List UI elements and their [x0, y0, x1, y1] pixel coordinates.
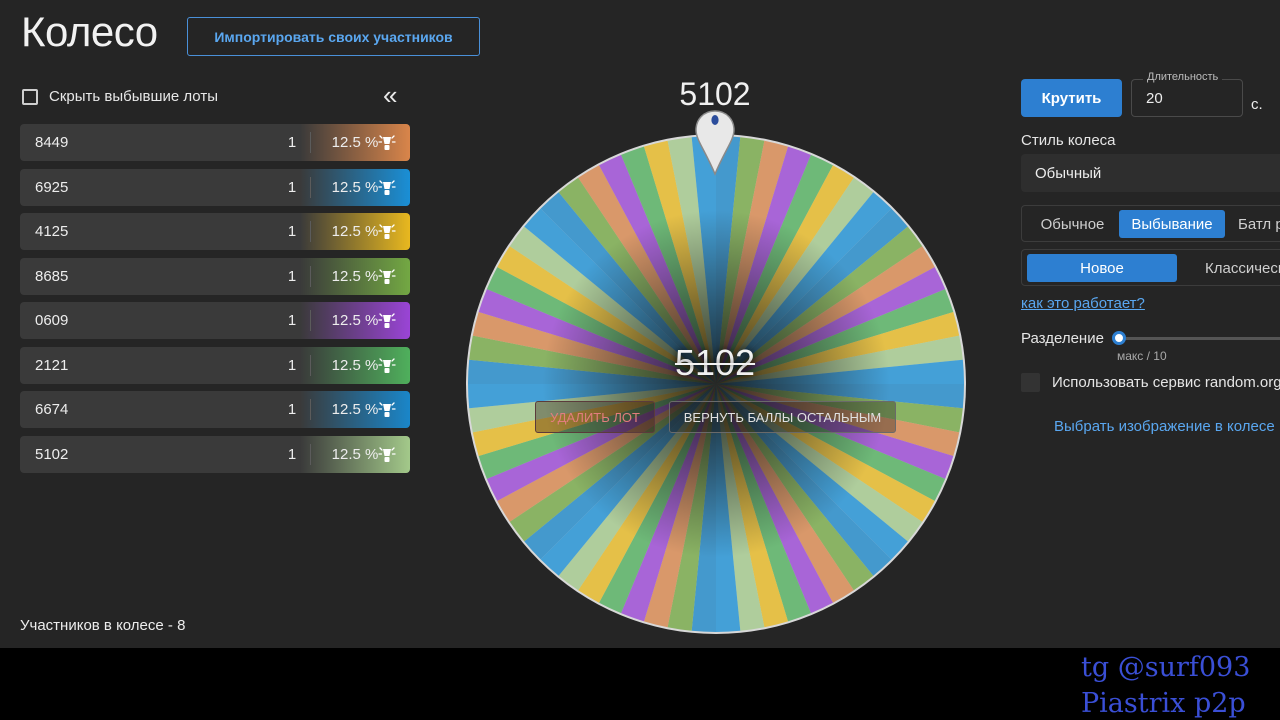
lot-color-strip [300, 213, 410, 250]
lot-color-strip [300, 124, 410, 161]
mode-battle[interactable]: Батл р [1238, 215, 1280, 233]
lightbulb-icon[interactable] [378, 446, 396, 464]
wheel[interactable] [462, 130, 970, 638]
elimination-classic[interactable]: Классическ [1205, 259, 1280, 277]
lot-count[interactable]: 1 [287, 445, 297, 463]
lot-name[interactable]: 5102 [35, 445, 69, 463]
lot-row[interactable]: 4125 1 12.5 % [20, 213, 410, 250]
lot-name[interactable]: 4125 [35, 223, 69, 240]
hide-eliminated-label: Скрыть выбывшие лоты [49, 88, 218, 105]
how-it-works-link[interactable]: как это работает? [1021, 295, 1145, 312]
wheel-app: Колесо Импортировать своих участников Ск… [0, 0, 1280, 648]
lot-percent: 12.5 % [331, 134, 379, 151]
lot-percent: 12.5 % [331, 267, 379, 285]
lot-count[interactable]: 1 [287, 356, 297, 374]
elimination-type-group: Новое Классическ [1021, 249, 1280, 286]
random-org-checkbox[interactable] [1021, 373, 1040, 392]
watermark-line-1: tg @surf093 [1081, 652, 1251, 683]
lot-divider [310, 443, 311, 465]
duration-value[interactable]: 20 [1146, 90, 1163, 107]
lot-count[interactable]: 1 [287, 134, 297, 151]
lot-color-strip [300, 435, 410, 473]
lot-percent: 12.5 % [331, 178, 379, 196]
wheel-center-shadow [468, 136, 964, 632]
wheel-style-select[interactable]: Обычный [1021, 154, 1280, 192]
split-hint: макс / 10 [1117, 349, 1167, 363]
watermark: tg @surf093 Piastrix p2p [1081, 650, 1250, 720]
lot-count[interactable]: 1 [287, 267, 297, 285]
lot-percent: 12.5 % [331, 312, 379, 329]
lot-divider [310, 132, 311, 153]
lot-divider [310, 399, 311, 420]
lightbulb-icon[interactable] [378, 268, 396, 286]
lot-row[interactable]: 0609 1 12.5 % [20, 302, 410, 339]
duration-unit: с. [1251, 96, 1263, 113]
lot-color-strip [300, 302, 410, 339]
lot-divider [310, 310, 311, 331]
lot-color-strip [300, 168, 410, 206]
lot-name[interactable]: 6674 [35, 401, 69, 418]
lot-divider [310, 265, 311, 287]
lot-row[interactable]: 6925 1 12.5 % [20, 168, 410, 206]
lot-color-strip [300, 346, 410, 384]
lot-row[interactable]: 5102 1 12.5 % [20, 435, 410, 473]
mode-toggle-group: Обычное Выбывание Батл р [1021, 205, 1280, 242]
wheel-pointer-icon [695, 110, 735, 176]
lot-name[interactable]: 2121 [35, 356, 69, 374]
elimination-new[interactable]: Новое [1027, 254, 1177, 282]
lot-row[interactable]: 8685 1 12.5 % [20, 257, 410, 295]
return-points-button[interactable]: ВЕРНУТЬ БАЛЛЫ ОСТАЛЬНЫМ [669, 401, 896, 433]
random-org-label: Использовать сервис random.org [1052, 374, 1280, 391]
lot-percent: 12.5 % [331, 445, 379, 463]
random-org-toggle[interactable]: Использовать сервис random.org [1021, 373, 1280, 392]
lightbulb-icon[interactable] [378, 134, 396, 152]
lot-row[interactable]: 2121 1 12.5 % [20, 346, 410, 384]
lot-list: 8449 1 12.5 % 6925 1 12.5 % 4125 1 12.5 % 8685 1 12… [20, 124, 410, 480]
lot-row[interactable]: 6674 1 12.5 % [20, 391, 410, 428]
wheel-graphic [466, 134, 966, 634]
hide-eliminated-checkbox[interactable] [22, 88, 38, 105]
mode-normal[interactable]: Обычное [1040, 215, 1105, 233]
lot-name[interactable]: 6925 [35, 178, 69, 196]
delete-lot-button[interactable]: УДАЛИТЬ ЛОТ [535, 401, 655, 433]
choose-image-link[interactable]: Выбрать изображение в колесе [1054, 418, 1275, 435]
lot-name[interactable]: 0609 [35, 312, 69, 329]
import-participants-button[interactable]: Импортировать своих участников [187, 17, 480, 56]
double-chevron-left-icon[interactable]: « [383, 80, 398, 110]
wheel-style-label: Стиль колеса [1021, 132, 1116, 149]
split-label: Разделение [1021, 330, 1104, 347]
lightbulb-icon[interactable] [378, 179, 396, 197]
lightbulb-icon[interactable] [378, 312, 396, 330]
lot-row[interactable]: 8449 1 12.5 % [20, 124, 410, 161]
split-slider-thumb[interactable] [1112, 331, 1126, 345]
spin-button[interactable]: Крутить [1021, 79, 1122, 117]
lot-percent: 12.5 % [331, 356, 379, 374]
lot-divider [310, 354, 311, 376]
split-slider-track[interactable] [1119, 337, 1280, 340]
wheel-center-label: 5102 [674, 342, 756, 383]
lightbulb-icon[interactable] [378, 401, 396, 419]
lot-percent: 12.5 % [331, 223, 379, 240]
lot-count[interactable]: 1 [287, 312, 297, 329]
participants-count: Участников в колесе - 8 [20, 617, 186, 634]
lot-percent: 12.5 % [331, 401, 379, 418]
page-title: Колесо [21, 8, 158, 55]
lot-count[interactable]: 1 [287, 401, 297, 418]
lot-divider [310, 221, 311, 242]
lot-count[interactable]: 1 [287, 178, 297, 196]
watermark-line-2: Piastrix p2p [1081, 688, 1246, 719]
lightbulb-icon[interactable] [378, 357, 396, 375]
hide-eliminated-toggle[interactable]: Скрыть выбывшие лоты [22, 88, 218, 105]
lot-count[interactable]: 1 [287, 223, 297, 240]
lot-name[interactable]: 8685 [35, 267, 69, 285]
mode-elimination[interactable]: Выбывание [1119, 210, 1225, 238]
wheel-winner-label: 5102 [679, 76, 751, 112]
lot-name[interactable]: 8449 [35, 134, 69, 151]
lot-color-strip [300, 391, 410, 428]
lot-color-strip [300, 257, 410, 295]
lightbulb-icon[interactable] [378, 223, 396, 241]
duration-label: Длительность [1143, 71, 1223, 83]
lot-divider [310, 176, 311, 198]
